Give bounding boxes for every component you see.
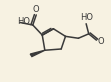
Text: HO: HO — [17, 17, 30, 26]
Text: O: O — [98, 37, 104, 46]
Polygon shape — [30, 50, 45, 57]
Text: O: O — [33, 5, 39, 14]
Text: HO: HO — [80, 13, 93, 22]
